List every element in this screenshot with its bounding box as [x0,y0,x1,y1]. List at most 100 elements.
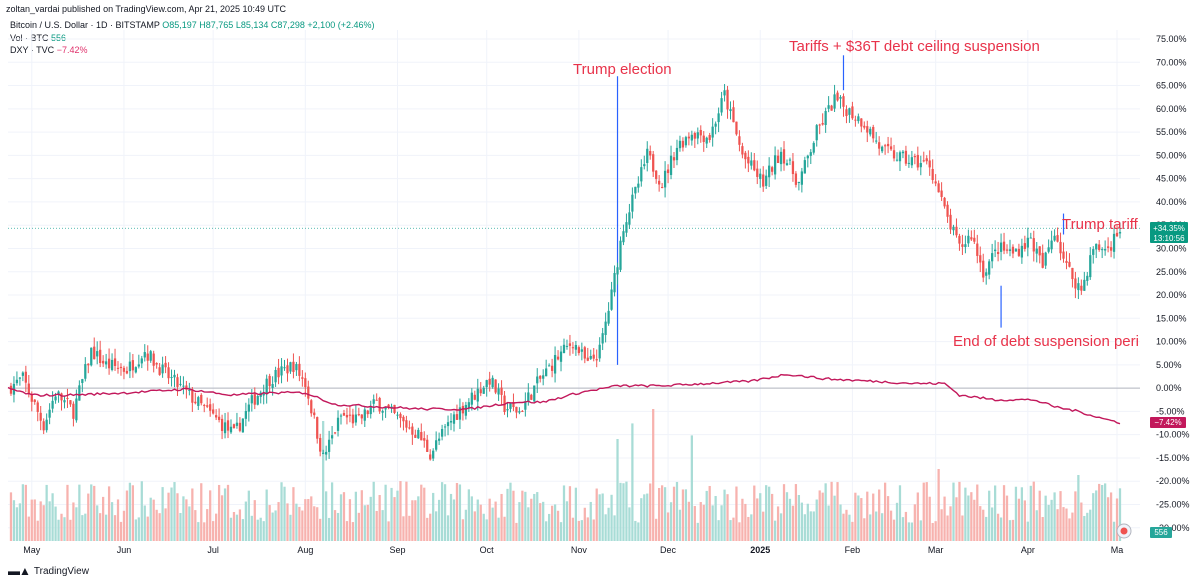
candle-body [970,237,973,240]
candle-body [289,362,292,372]
volume-bar [259,517,262,541]
volume-bar [292,487,295,541]
candle-body [943,197,946,207]
volume-bar [964,487,967,541]
volume-bar [883,482,887,541]
volume-bar [860,498,863,541]
candle-body [33,399,36,402]
volume-bar [322,421,325,541]
volume-bar [518,502,521,541]
volume-bar [437,499,441,541]
y-tick-label: 10.00% [1156,337,1187,347]
volume-bar [646,493,649,541]
volume-bar [449,493,453,541]
volume-bar [327,517,331,541]
candle-body [669,155,673,175]
candle-body [298,363,301,376]
volume-bar [476,499,479,541]
volume-bar [848,514,851,541]
countdown-label: 13:10:56 [1153,234,1185,243]
volume-bar [658,487,661,541]
candle-body [327,439,331,452]
candle-body [881,146,884,152]
volume-bar [542,501,545,541]
candle-body [310,400,313,414]
candle-body [476,388,479,402]
volume-bar [770,493,774,541]
candle-body [872,126,875,139]
y-tick-label: 45.00% [1156,174,1187,184]
volume-bar [497,517,500,541]
candle-body [1092,249,1095,255]
volume-bar [1014,486,1018,541]
candle-body [1065,260,1068,263]
candle-body [125,370,129,374]
volume-bar [113,515,117,541]
candle-body [1089,255,1092,278]
volume-bar [601,493,604,541]
candle-body [851,106,854,119]
candle-body [672,157,676,161]
volume-bar [408,515,411,541]
x-tick-label: Ma [1111,545,1124,555]
volume-bar [889,510,893,541]
candle-body [268,375,271,387]
volume-bar [339,494,343,541]
volume-bar [678,509,682,541]
volume-bar [63,517,66,541]
volume-bar [937,469,940,541]
volume-legend[interactable]: Vol · BTC 556 [10,33,66,43]
candle-body [128,361,132,372]
dxy-last-label: −7.42% [1154,418,1181,427]
low-value: L85,134 [235,20,269,30]
volume-bar [390,487,393,541]
volume-bar [782,484,786,541]
volume-bar [821,492,824,541]
candle-body [604,321,607,335]
candle-body [81,379,84,383]
volume-bar [699,502,702,541]
candle-body [800,171,803,185]
volume-bar [366,504,369,541]
x-tick-label: Jul [207,545,219,555]
candle-body [304,378,307,388]
volume-bar [197,522,200,541]
volume-bar [191,488,194,541]
volume-bar [886,496,890,541]
volume-bar [663,487,667,541]
volume-bar [503,516,506,541]
volume-bar [27,516,30,541]
volume-bar [1035,510,1038,541]
candle-body [848,108,851,115]
candle-body [741,146,744,155]
volume-bar [417,496,420,541]
volume-bar [1080,502,1083,541]
volume-bar [467,489,470,541]
volume-bar [280,482,283,541]
candle-body [922,160,925,162]
candle-body [351,414,355,424]
y-tick-label: -15.00% [1156,453,1190,463]
volume-badge [1150,527,1172,538]
symbol-legend[interactable]: Bitcoin / U.S. Dollar · 1D · BITSTAMP O8… [10,20,374,30]
candle-body [985,272,988,276]
candle-body [262,393,265,396]
volume-bar [48,501,51,541]
volume-bar [1044,495,1047,541]
volume-bar [901,517,905,541]
candle-body [1050,240,1053,250]
volume-label[interactable]: Vol · BTC [10,33,49,43]
volume-bar [360,490,363,541]
symbol-name[interactable]: Bitcoin / U.S. Dollar · 1D · BITSTAMP [10,20,160,30]
candle-body [235,422,239,426]
candle-body [446,422,450,427]
y-tick-label: 65.00% [1156,81,1187,91]
volume-bar [84,513,87,541]
candle-body [1047,247,1050,252]
volume-bar [943,496,946,541]
candle-body [238,422,242,431]
y-tick-label: -30.00% [1156,523,1190,533]
candle-body [559,351,563,362]
tradingview-brand[interactable]: ▬▲ TradingView [8,564,89,578]
